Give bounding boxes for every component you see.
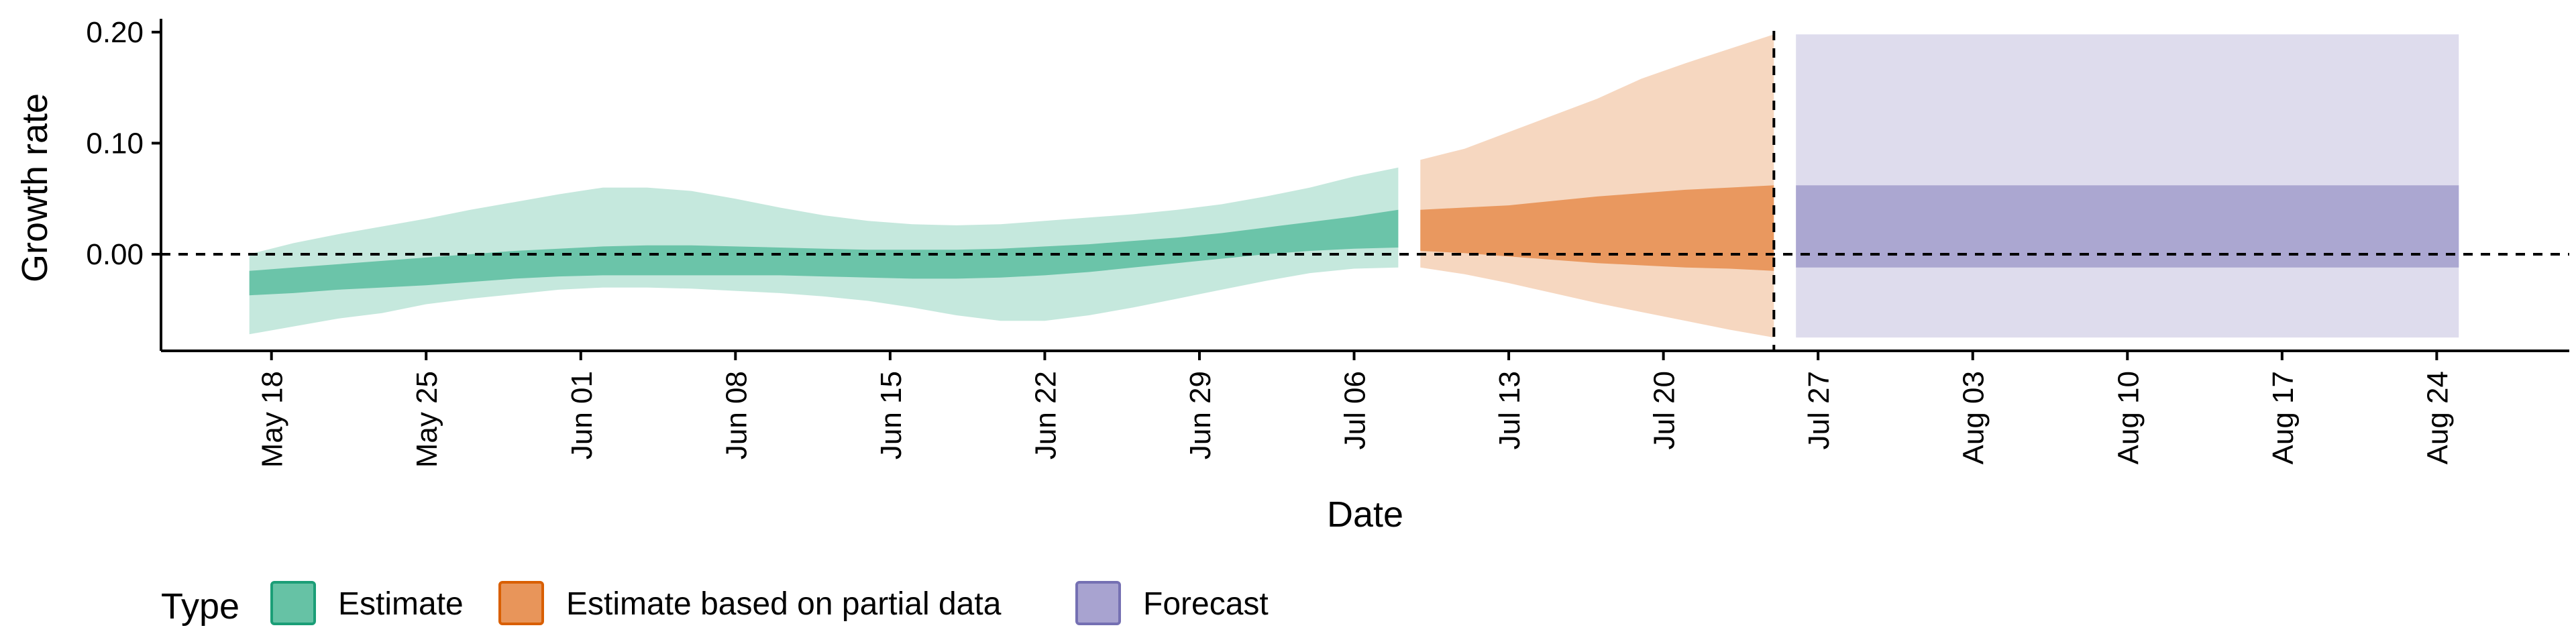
x-tick-label: Jun 08 <box>720 371 753 460</box>
x-tick-label: Jul 20 <box>1648 371 1681 449</box>
x-tick-label: Aug 17 <box>2267 371 2300 464</box>
y-tick-label: 0.00 <box>86 238 144 271</box>
legend-label-partial: Estimate based on partial data <box>566 586 1002 622</box>
x-tick-label: Jul 27 <box>1803 371 1835 449</box>
partial-band-50 <box>1420 185 1774 271</box>
y-tick-label: 0.20 <box>86 16 144 49</box>
series-bands <box>249 34 2459 338</box>
x-tick-label: May 18 <box>256 371 289 468</box>
legend-key-forecast <box>1075 581 1121 625</box>
x-tick-label: Aug 10 <box>2112 371 2145 464</box>
x-tick-label: May 25 <box>411 371 443 468</box>
x-tick-label: Aug 24 <box>2421 371 2454 464</box>
y-ticks: 0.00 0.10 0.20 <box>86 16 161 271</box>
axes <box>160 19 2569 352</box>
legend-key-partial <box>498 581 544 625</box>
x-axis-title: Date <box>1327 494 1403 535</box>
legend-label-forecast: Forecast <box>1143 586 1269 622</box>
y-axis-title: Growth rate <box>15 93 55 282</box>
reference-lines <box>161 31 2569 351</box>
y-tick-label: 0.10 <box>86 127 144 160</box>
forecast-band-50 <box>1796 185 2459 268</box>
x-tick-label: Jun 01 <box>566 371 598 460</box>
partial-band-90 <box>1420 34 1774 338</box>
legend-title: Type <box>161 586 239 627</box>
x-tick-label: Jul 06 <box>1339 371 1372 449</box>
legend-key-estimate <box>270 581 316 625</box>
x-tick-label: Aug 03 <box>1957 371 1990 464</box>
legend: Type Estimate Estimate based on partial … <box>161 581 1269 627</box>
x-tick-label: Jun 29 <box>1184 371 1217 460</box>
x-tick-label: Jun 22 <box>1029 371 1062 460</box>
estimate-band-50 <box>249 209 1399 296</box>
x-tick-label: Jun 15 <box>875 371 908 460</box>
x-ticks: May 18 May 25 Jun 01 Jun 08 Jun 15 Jun 22 Jun … <box>256 351 2454 468</box>
x-tick-label: Jul 13 <box>1493 371 1526 449</box>
legend-label-estimate: Estimate <box>338 586 464 622</box>
